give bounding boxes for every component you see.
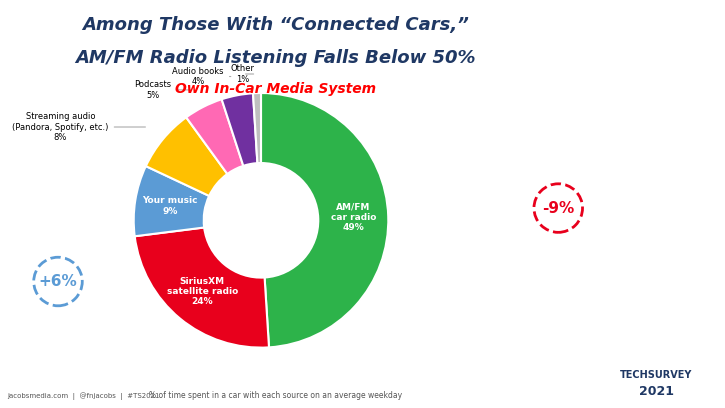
Text: Other
1%: Other 1% xyxy=(231,64,254,84)
Text: Podcasts
5%: Podcasts 5% xyxy=(134,80,191,100)
Wedge shape xyxy=(146,118,228,196)
Text: Audio books
4%: Audio books 4% xyxy=(173,67,231,86)
Text: jacobsmedia.com  |  @fnjacobs  |  #TS2021: jacobsmedia.com | @fnjacobs | #TS2021 xyxy=(7,392,160,400)
Text: AM/FM Radio Listening Falls Below 50%: AM/FM Radio Listening Falls Below 50% xyxy=(75,49,476,67)
Wedge shape xyxy=(261,93,389,347)
Text: TECHSURVEY: TECHSURVEY xyxy=(620,370,692,380)
Text: SiriusXM
satellite radio
24%: SiriusXM satellite radio 24% xyxy=(167,277,238,306)
Text: Own In-Car Media System: Own In-Car Media System xyxy=(175,82,376,95)
Circle shape xyxy=(534,184,582,233)
Text: % of time spent in a car with each source on an average weekday: % of time spent in a car with each sourc… xyxy=(149,391,402,400)
Wedge shape xyxy=(186,99,244,174)
Text: Among Those With “Connected Cars,”: Among Those With “Connected Cars,” xyxy=(82,16,469,34)
Circle shape xyxy=(34,257,82,306)
Text: AM/FM
car radio
49%: AM/FM car radio 49% xyxy=(331,202,376,232)
Text: 2021: 2021 xyxy=(639,385,674,398)
Text: Your music
9%: Your music 9% xyxy=(142,196,198,215)
Wedge shape xyxy=(222,93,257,166)
Text: +6%: +6% xyxy=(38,274,78,289)
Wedge shape xyxy=(253,93,261,163)
Wedge shape xyxy=(133,166,210,236)
Wedge shape xyxy=(135,228,269,348)
Text: Streaming audio
(Pandora, Spotify, etc.)
8%: Streaming audio (Pandora, Spotify, etc.)… xyxy=(12,112,146,142)
Text: -9%: -9% xyxy=(542,201,574,215)
